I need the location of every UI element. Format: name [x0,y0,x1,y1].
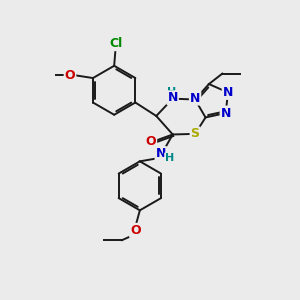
Text: N: N [167,91,178,104]
Text: O: O [65,68,75,82]
Text: N: N [220,106,231,119]
Text: N: N [156,147,166,160]
Text: O: O [146,135,156,148]
Text: S: S [190,128,200,140]
Text: N: N [190,92,200,104]
Text: O: O [130,224,141,237]
Text: Cl: Cl [109,37,122,50]
Text: H: H [167,87,176,97]
Text: N: N [223,86,233,99]
Text: H: H [165,153,174,164]
